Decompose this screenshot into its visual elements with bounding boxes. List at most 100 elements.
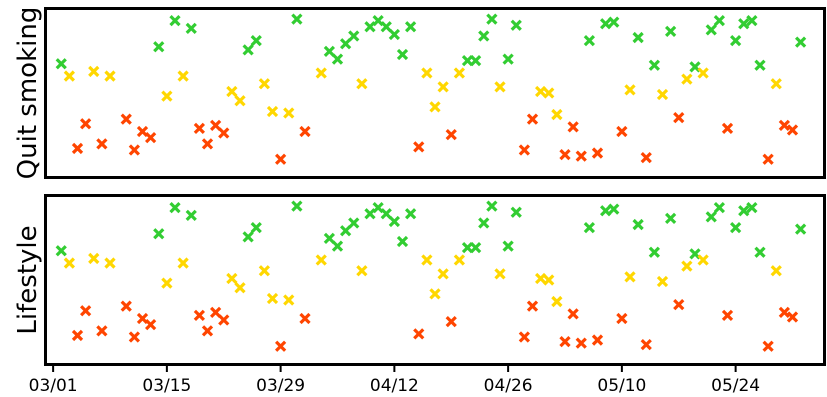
scatter-point (754, 246, 766, 258)
scatter-point (526, 300, 539, 312)
scatter-point (120, 113, 132, 125)
scatter-point (567, 121, 579, 133)
scatter-point (193, 309, 206, 322)
scatter-point (144, 132, 157, 144)
scatter-point (697, 67, 709, 79)
scatter-point (250, 222, 262, 234)
panel-frame-quit-smoking (44, 7, 826, 179)
scatter-point (664, 212, 677, 225)
scatter-point (738, 205, 750, 217)
x-tick-label: 05/24 (711, 376, 760, 396)
x-tick-label: 05/10 (597, 376, 646, 396)
scatter-point (104, 257, 116, 269)
scatter-point (632, 218, 644, 231)
scatter-point (721, 122, 734, 135)
scatter-point (494, 81, 506, 93)
scatter-point (169, 14, 181, 27)
scatter-point (526, 113, 539, 125)
ylabel-lifestyle: Lifestyle (13, 225, 43, 334)
scatter-point (209, 119, 222, 131)
scatter-point (404, 208, 417, 220)
scatter-point (453, 254, 466, 266)
scatter-point (445, 128, 457, 141)
scatter-point (185, 209, 197, 221)
scatter-point (291, 13, 303, 25)
scatter-point (770, 265, 782, 277)
scatter-point (656, 88, 669, 101)
scatter-point (640, 152, 652, 164)
scatter-point (453, 67, 466, 79)
scatter-point (648, 59, 661, 71)
scatter-point (494, 268, 506, 280)
scatter-point (266, 292, 279, 305)
scatter-point (250, 35, 262, 47)
scatter-point (469, 242, 482, 254)
scatter-point (88, 65, 100, 78)
ylabel-quit-smoking: Quit smoking (13, 7, 43, 180)
scatter-point (778, 119, 791, 131)
scatter-point (315, 67, 327, 79)
scatter-point (226, 272, 238, 285)
scatter-point (583, 35, 596, 47)
scatter-point (518, 144, 531, 156)
x-tick-label: 03/01 (29, 376, 78, 396)
scatter-point (559, 148, 571, 161)
scatter-point (388, 28, 401, 41)
scatter-point (63, 257, 76, 269)
scatter-point (380, 208, 392, 220)
scatter-point (656, 275, 669, 288)
scatter-point (673, 112, 685, 124)
scatter-point (55, 245, 67, 257)
scatter-point (258, 265, 271, 277)
scatter-point (616, 312, 628, 325)
scatter-point (96, 325, 108, 337)
scatter-point (153, 41, 165, 53)
scatter-point (543, 274, 555, 286)
x-tick-label: 04/12 (370, 376, 419, 396)
scatter-point (551, 295, 563, 308)
scatter-point (713, 14, 726, 27)
scatter-point (161, 277, 173, 289)
scatter-point (299, 125, 311, 138)
scatter-point (323, 232, 336, 245)
scatter-point (786, 311, 799, 323)
scatter-point (762, 340, 774, 352)
scatter-point (746, 14, 758, 27)
scatter-point (331, 240, 344, 252)
scatter-point (534, 85, 547, 98)
scatter-point (502, 53, 514, 65)
scatter-point (348, 30, 360, 42)
scatter-point (551, 108, 563, 121)
scatter-point (63, 70, 76, 82)
scatter-point (71, 329, 84, 342)
scatter-point (242, 44, 254, 56)
scatter-point (120, 300, 132, 312)
scatter-point (664, 25, 677, 38)
scatter-point (583, 222, 596, 234)
scatter-point (729, 35, 742, 47)
scatter-point (794, 36, 807, 48)
scatter-point (746, 201, 758, 214)
scatter-point (437, 268, 449, 280)
x-axis: 03/01 03/15 03/29 04/12 04/26 05/10 05/24 (29, 365, 760, 396)
scatter-point (218, 314, 230, 326)
scatter-point (201, 325, 214, 337)
scatter-point (591, 334, 604, 346)
scatter-point (632, 31, 644, 44)
marks-lifestyle (55, 200, 807, 352)
scatter-point (128, 144, 141, 156)
scatter-point (266, 105, 279, 118)
scatter-point (413, 141, 425, 153)
scatter-point (502, 240, 514, 252)
scatter-point (274, 340, 287, 352)
scatter-point (283, 294, 295, 306)
scatter-point (234, 282, 246, 294)
scatter-point (71, 142, 84, 155)
scatter-point (616, 125, 628, 138)
scatter-point (226, 85, 238, 98)
scatter-point (673, 299, 685, 311)
scatter-point (697, 254, 709, 266)
scatter-point (770, 78, 782, 90)
scatter-point (786, 124, 799, 136)
